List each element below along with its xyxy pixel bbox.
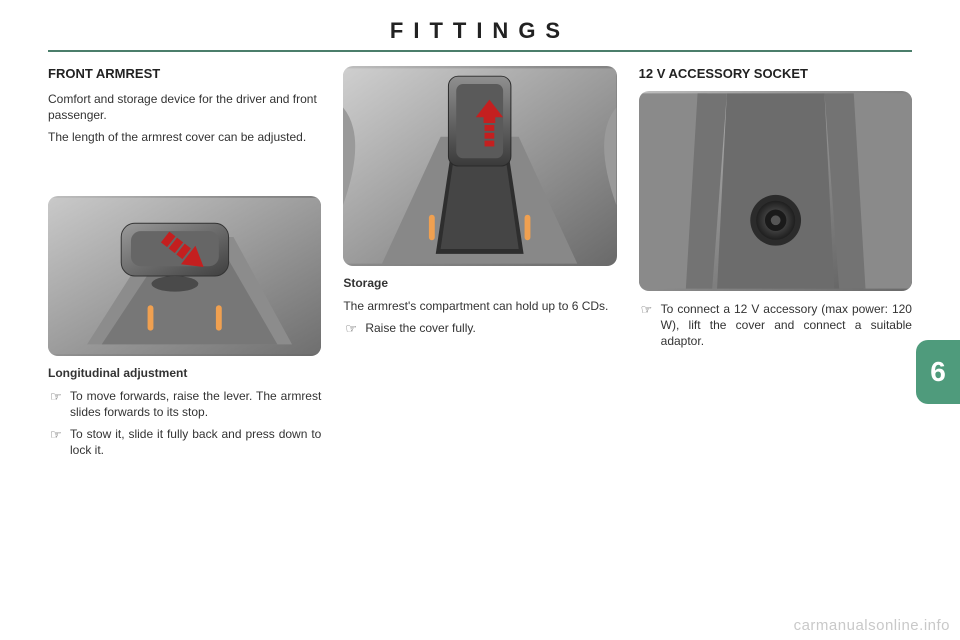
storage-body: The armrest's compartment can hold up to… <box>343 298 616 314</box>
socket-bullets: To connect a 12 V accessory (max power: … <box>639 301 912 350</box>
accessory-socket-figure <box>639 91 912 291</box>
column-2: Storage The armrest's compartment can ho… <box>343 66 616 342</box>
content-columns: FRONT ARMREST Comfort and storage device… <box>48 66 912 464</box>
armrest-storage-figure <box>343 66 616 266</box>
accessory-socket-heading: 12 V ACCESSORY SOCKET <box>639 66 912 81</box>
bullet-stow: To stow it, slide it fully back and pres… <box>48 426 321 458</box>
bullet-move-forward: To move forwards, raise the lever. The a… <box>48 388 321 420</box>
manual-page: FITTINGS FRONT ARMREST Comfort and stora… <box>0 0 960 640</box>
front-armrest-heading: FRONT ARMREST <box>48 66 321 81</box>
longitudinal-adjustment-subheading: Longitudinal adjustment <box>48 366 321 380</box>
spacer <box>48 152 321 196</box>
column-3: 12 V ACCESSORY SOCKET <box>639 66 912 356</box>
armrest-adjust-figure <box>48 196 321 356</box>
storage-subheading: Storage <box>343 276 616 290</box>
watermark: carmanualsonline.info <box>794 617 950 634</box>
bullet-raise-cover: Raise the cover fully. <box>343 320 616 336</box>
adjustment-bullets: To move forwards, raise the lever. The a… <box>48 388 321 459</box>
chapter-number: 6 <box>930 356 946 388</box>
title-rule <box>48 50 912 52</box>
bullet-connect-accessory: To connect a 12 V accessory (max power: … <box>639 301 912 350</box>
chapter-tab: 6 <box>916 340 960 404</box>
armrest-intro-2: The length of the armrest cover can be a… <box>48 129 321 145</box>
armrest-intro-1: Comfort and storage device for the drive… <box>48 91 321 123</box>
page-title: FITTINGS <box>48 18 912 44</box>
column-1: FRONT ARMREST Comfort and storage device… <box>48 66 321 464</box>
storage-bullets: Raise the cover fully. <box>343 320 616 336</box>
